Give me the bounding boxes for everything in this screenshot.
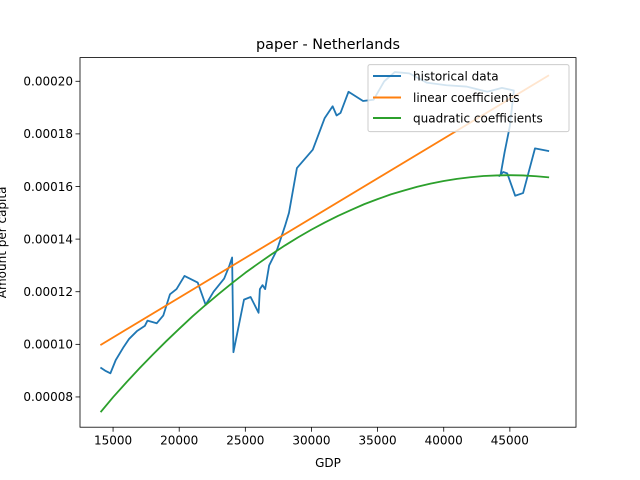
y-tick-label: 0.00014 [23,232,73,246]
y-tick-label: 0.00010 [23,338,73,352]
legend-label-quadratic-coefficients: quadratic coefficients [413,112,543,126]
chart-title: paper - Netherlands [256,37,400,53]
x-tick-label: 35000 [359,434,397,448]
x-tick-label: 15000 [94,434,132,448]
y-tick-label: 0.00012 [23,285,73,299]
x-tick-label: 45000 [491,434,529,448]
y-tick-label: 0.00008 [23,390,73,404]
legend-label-historical-data: historical data [413,70,499,84]
x-tick-label: 40000 [425,434,463,448]
legend: historical data linear coefficients quad… [367,64,570,133]
x-tick-label: 25000 [226,434,264,448]
y-tick-label: 0.00016 [23,180,73,194]
y-axis-label: Amount per capita [0,187,9,299]
legend-label-linear-coefficients: linear coefficients [413,91,520,105]
series-line-quadratic-coefficients [99,174,550,413]
plot-frame [79,57,577,428]
y-axis-ticks: 0.00008 0.00010 0.00012 0.00014 0.00016 0.000… [23,75,80,404]
y-tick-label: 0.00018 [23,127,73,141]
x-axis-ticks: 15000 20000 25000 30000 35000 40000 45000 [94,427,529,448]
x-tick-label: 30000 [292,434,330,448]
x-tick-label: 20000 [160,434,198,448]
x-axis-label: GDP [315,456,341,470]
y-tick-label: 0.00020 [23,75,73,89]
legend-box [367,64,570,133]
